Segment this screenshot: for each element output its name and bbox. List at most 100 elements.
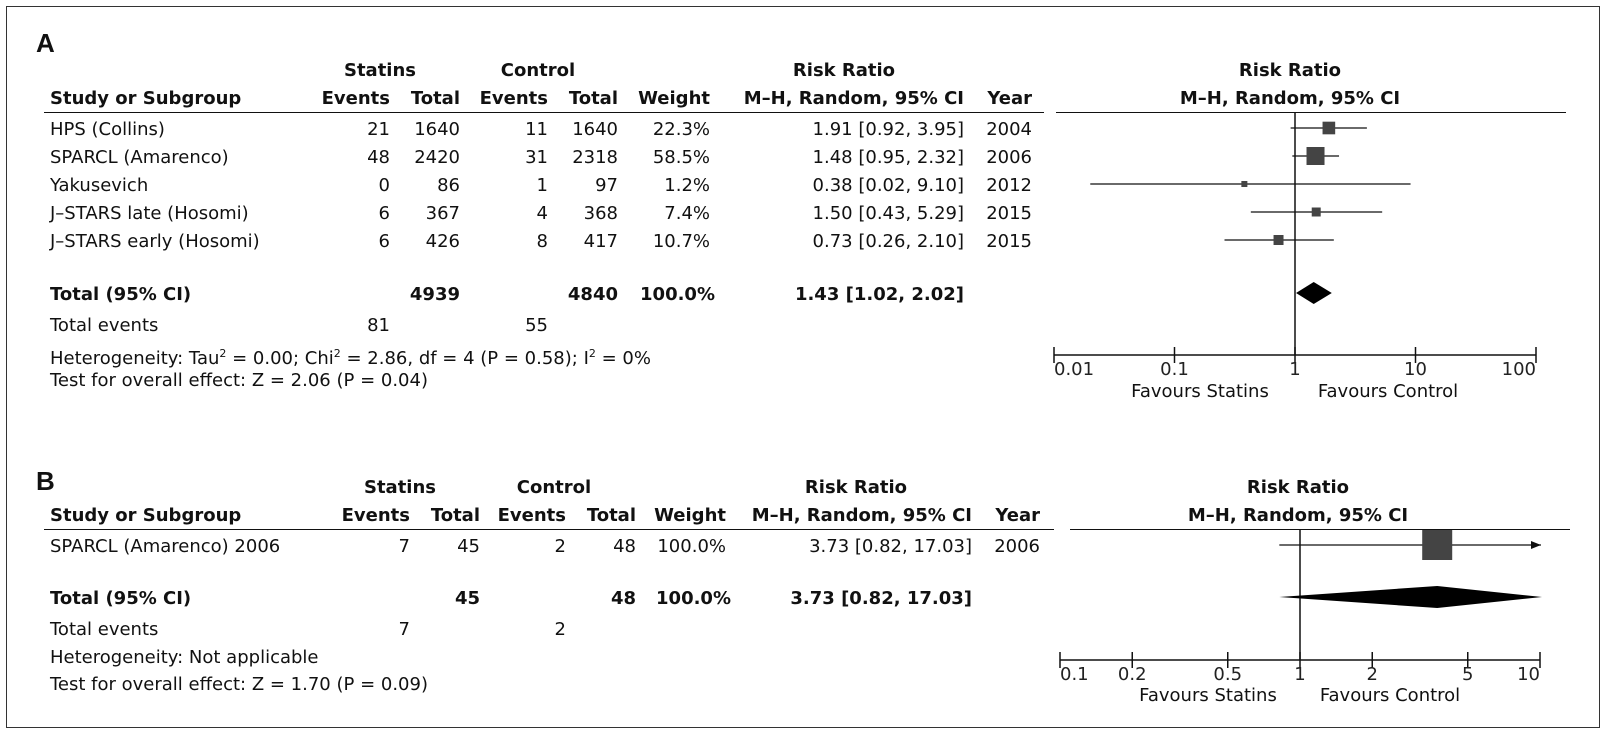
- favours-left-label: Favours Statins: [1139, 685, 1277, 706]
- events1-col-header: Events: [321, 88, 390, 109]
- x-tick-label: 10: [1517, 664, 1540, 685]
- risk-ratio-ci: 1.91 [0.92, 3.95]: [812, 119, 964, 140]
- events2-col-header: Events: [479, 88, 548, 109]
- total1: 86: [437, 175, 460, 196]
- total1: 367: [425, 203, 460, 224]
- year: 2015: [986, 231, 1032, 252]
- x-tick-label: 1: [1294, 664, 1305, 685]
- study-square: [1241, 180, 1248, 188]
- total2: 97: [595, 175, 618, 196]
- total1: 426: [425, 231, 460, 252]
- plot-method-header: M–H, Random, 95% CI: [1187, 505, 1409, 526]
- total1: 1640: [414, 119, 460, 140]
- rr-header: Risk Ratio: [792, 60, 896, 81]
- favours-left-label: Favours Statins: [1131, 381, 1269, 402]
- plot-header-rule: [1070, 529, 1570, 530]
- events1-col-header: Events: [341, 505, 410, 526]
- events1: 7: [398, 619, 410, 640]
- study-name: HPS (Collins): [50, 119, 165, 140]
- x-tick-label: 2: [1367, 664, 1378, 685]
- year: 2004: [986, 119, 1032, 140]
- plot-method-header: M–H, Random, 95% CI: [1179, 88, 1401, 109]
- risk-ratio-ci: 1.50 [0.43, 5.29]: [812, 203, 964, 224]
- total2: 1640: [572, 119, 618, 140]
- study-square: [1322, 121, 1336, 135]
- overall-effect-text: Test for overall effect: Z = 2.06 (P = 0…: [50, 370, 428, 391]
- total2: 48: [613, 536, 636, 557]
- year: 2006: [986, 147, 1032, 168]
- events2: 55: [525, 315, 548, 336]
- study-square: [1422, 530, 1453, 560]
- events1: 81: [367, 315, 390, 336]
- favours-right-label: Favours Control: [1317, 381, 1459, 402]
- study-name: Yakusevich: [50, 175, 149, 196]
- events-label: Total events: [50, 619, 159, 640]
- pooled-diamond: [1296, 282, 1332, 304]
- total2: 417: [583, 231, 618, 252]
- header-rule: [44, 529, 1054, 530]
- method-col-header: M–H, Random, 95% CI: [743, 88, 964, 109]
- study-name: J–STARS early (Hosomi): [50, 231, 260, 252]
- x-tick-label: 5: [1462, 664, 1473, 685]
- events2: 2: [554, 619, 566, 640]
- plot-title: Risk Ratio: [1246, 477, 1350, 498]
- weight: 1.2%: [664, 175, 710, 196]
- x-tick-label: 1: [1289, 359, 1300, 380]
- ci-arrow: [1531, 541, 1541, 549]
- x-tick-label: 0.1: [1160, 359, 1189, 380]
- events2: 1: [536, 175, 548, 196]
- total2: 368: [583, 203, 618, 224]
- x-tick-label: 0.2: [1118, 664, 1147, 685]
- study-square: [1273, 235, 1284, 245]
- weight: 100.0%: [656, 588, 731, 609]
- group1-header: Statins: [343, 60, 417, 81]
- rr-header: Risk Ratio: [804, 477, 908, 498]
- study-col-header: Study or Subgroup: [50, 505, 242, 526]
- weight: 58.5%: [652, 147, 710, 168]
- weight-col-header: Weight: [654, 505, 726, 526]
- total2: 2318: [572, 147, 618, 168]
- total1-col-header: Total: [430, 505, 480, 526]
- panel-letter: B: [36, 466, 55, 496]
- events1: 6: [378, 231, 390, 252]
- x-tick-label: 0.01: [1054, 359, 1094, 380]
- weight: 7.4%: [664, 203, 710, 224]
- total1: 2420: [414, 147, 460, 168]
- risk-ratio-ci: 0.73 [0.26, 2.10]: [812, 231, 964, 252]
- total2-col-header: Total: [568, 88, 618, 109]
- total1: 45: [454, 588, 480, 609]
- events2-col-header: Events: [497, 505, 566, 526]
- study-name: SPARCL (Amarenco): [50, 147, 229, 168]
- total1: 4939: [409, 284, 460, 305]
- figure-frame: [6, 6, 1600, 728]
- events2: 8: [536, 231, 548, 252]
- events-label: Total events: [50, 315, 159, 336]
- events1: 6: [378, 203, 390, 224]
- risk-ratio-ci: 0.38 [0.02, 9.10]: [812, 175, 964, 196]
- weight: 100.0%: [640, 284, 715, 305]
- panel-letter: A: [36, 28, 55, 58]
- total-label: Total (95% CI): [50, 284, 192, 305]
- events2: 4: [536, 203, 548, 224]
- study-name: SPARCL (Amarenco) 2006: [50, 536, 281, 557]
- events1: 0: [378, 175, 390, 196]
- total1-col-header: Total: [410, 88, 460, 109]
- study-col-header: Study or Subgroup: [50, 88, 242, 109]
- weight: 10.7%: [652, 231, 710, 252]
- group2-header: Control: [516, 477, 592, 498]
- heterogeneity-text: Heterogeneity: Tau2 = 0.00; Chi2 = 2.86,…: [50, 347, 651, 369]
- risk-ratio-ci: 1.43 [1.02, 2.02]: [794, 284, 964, 305]
- favours-right-label: Favours Control: [1319, 685, 1461, 706]
- x-tick-label: 10: [1404, 359, 1427, 380]
- total2-col-header: Total: [586, 505, 636, 526]
- events1: 7: [398, 536, 410, 557]
- plot-header-rule: [1056, 112, 1566, 113]
- study-square: [1311, 207, 1321, 217]
- risk-ratio-ci: 1.48 [0.95, 2.32]: [812, 147, 964, 168]
- total-label: Total (95% CI): [50, 588, 192, 609]
- total2: 48: [610, 588, 636, 609]
- year-col-header: Year: [987, 88, 1032, 109]
- events2: 11: [525, 119, 548, 140]
- weight: 100.0%: [657, 536, 726, 557]
- study-square: [1306, 147, 1325, 165]
